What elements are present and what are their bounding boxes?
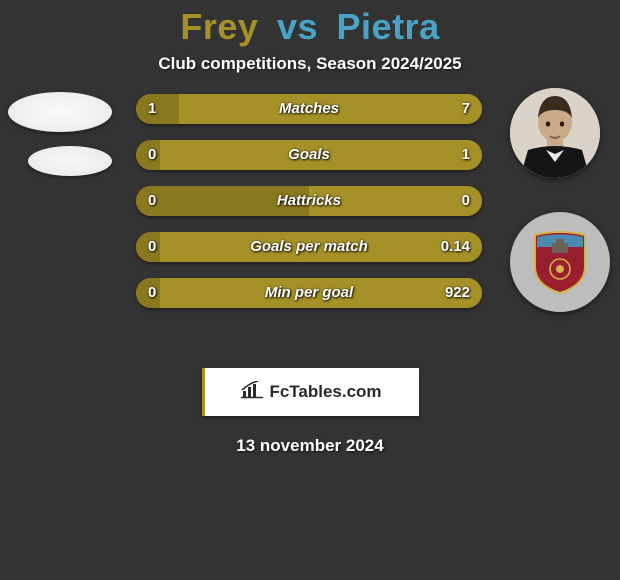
stat-row-min-per-goal: 0Min per goal922: [136, 278, 482, 308]
page-title: Frey vs Pietra: [0, 0, 620, 48]
stat-row-matches: 1Matches7: [136, 94, 482, 124]
bar-value-right: 1: [462, 140, 470, 170]
left-player-avatar: [8, 92, 112, 132]
stat-row-goals-per-match: 0Goals per match0.14: [136, 232, 482, 262]
bar-label: Matches: [136, 94, 482, 124]
subtitle: Club competitions, Season 2024/2025: [0, 54, 620, 74]
bar-value-right: 7: [462, 94, 470, 124]
comparison-panel: 1Matches70Goals10Hattricks00Goals per ma…: [0, 102, 620, 362]
left-club-badge: [28, 146, 112, 176]
bar-label: Min per goal: [136, 278, 482, 308]
bar-label: Goals per match: [136, 232, 482, 262]
bar-value-right: 0: [462, 186, 470, 216]
right-player-avatar: [510, 88, 600, 178]
bar-chart-icon: [241, 381, 263, 404]
stat-row-hattricks: 0Hattricks0: [136, 186, 482, 216]
bar-value-right: 922: [445, 278, 470, 308]
bar-label: Hattricks: [136, 186, 482, 216]
title-vs: vs: [277, 6, 318, 47]
source-label: FcTables.com: [269, 382, 381, 402]
date-label: 13 november 2024: [0, 436, 620, 456]
title-player2: Pietra: [337, 6, 440, 47]
stat-row-goals: 0Goals1: [136, 140, 482, 170]
stat-bars: 1Matches70Goals10Hattricks00Goals per ma…: [136, 94, 482, 324]
right-club-badge: [510, 212, 610, 312]
player-photo-icon: [510, 88, 600, 178]
source-box: FcTables.com: [202, 368, 419, 416]
title-player1: Frey: [180, 6, 258, 47]
club-crest-icon: [531, 229, 589, 295]
bar-label: Goals: [136, 140, 482, 170]
bar-value-right: 0.14: [441, 232, 470, 262]
